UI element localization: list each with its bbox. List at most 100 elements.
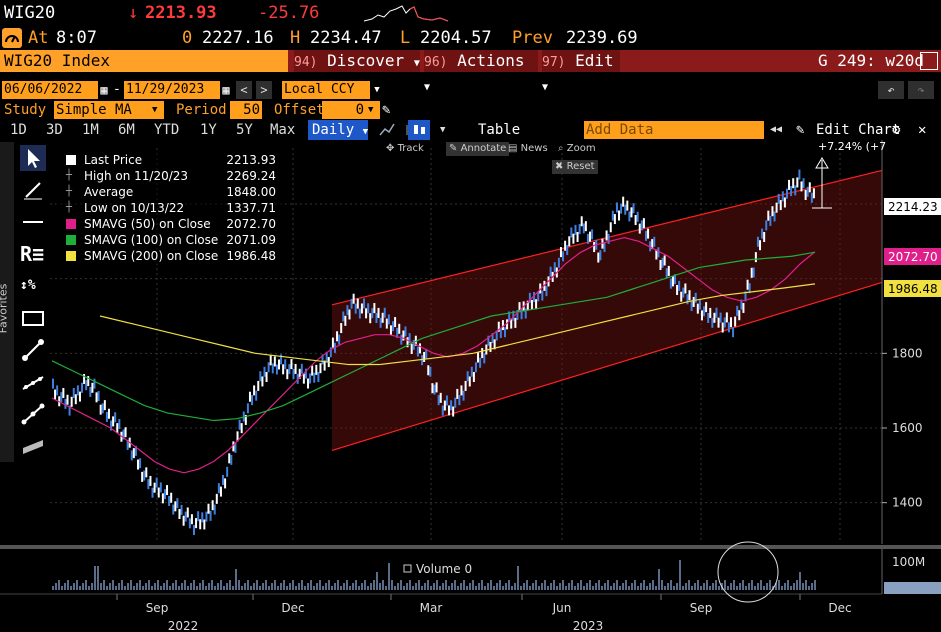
- price-bar: [253, 385, 256, 396]
- periodicity-select[interactable]: Daily ▼: [308, 120, 368, 140]
- calendar-icon[interactable]: ▦: [222, 83, 230, 97]
- price-bar: [342, 311, 345, 322]
- next-period-button[interactable]: >: [256, 81, 272, 99]
- reset-control[interactable]: ✖ Reset: [552, 160, 598, 174]
- prev-period-button[interactable]: <: [236, 81, 252, 99]
- tf-ytd[interactable]: YTD: [154, 122, 180, 138]
- price-bar: [719, 312, 722, 323]
- price-bar: [479, 357, 482, 368]
- price-bar: [468, 376, 471, 387]
- channel-lower-line[interactable]: [331, 281, 883, 451]
- volume-bar: [289, 583, 291, 590]
- candle-chart-icon[interactable]: [408, 120, 430, 140]
- security-field[interactable]: WIG20 Index: [0, 50, 288, 72]
- x-tick-label: Sep: [690, 601, 713, 615]
- tf-1d[interactable]: 1D: [10, 122, 27, 138]
- price-bar: [298, 368, 301, 379]
- pitchfork-icon[interactable]: [20, 401, 46, 427]
- pencil-icon[interactable]: ✎: [382, 102, 391, 118]
- volume-bar: [769, 580, 771, 590]
- price-bar: [808, 182, 811, 193]
- discover-menu[interactable]: 94) Discover ▼: [294, 50, 420, 72]
- volume-bar: [565, 586, 567, 590]
- end-date-field[interactable]: 11/29/2023: [124, 81, 220, 99]
- volume-checkbox[interactable]: [403, 564, 412, 573]
- tf-1m[interactable]: 1M: [82, 122, 99, 138]
- text-tool-icon[interactable]: R≡: [20, 242, 45, 266]
- tf-6m[interactable]: 6M: [118, 122, 135, 138]
- legend-item[interactable]: SMAVG (50) on Close 2072.70: [56, 216, 282, 232]
- redo-icon[interactable]: ↷: [908, 81, 934, 99]
- percent-tool-icon[interactable]: ↕%: [20, 278, 36, 293]
- add-data-input[interactable]: Add Data: [584, 121, 764, 139]
- window-icon[interactable]: [920, 52, 938, 70]
- volume-bar: [775, 583, 777, 590]
- legend-item[interactable]: SMAVG (100) on Close 2071.09: [56, 232, 282, 248]
- volume-bar: [424, 583, 426, 590]
- close-icon[interactable]: ✕: [918, 122, 927, 138]
- tf-1y[interactable]: 1Y: [200, 122, 217, 138]
- legend-item[interactable]: Last Price 2213.93: [56, 152, 282, 168]
- volume-bar: [76, 580, 78, 590]
- period-field[interactable]: 50: [230, 101, 262, 119]
- line-chart-icon[interactable]: [378, 120, 396, 140]
- chevron-down-icon[interactable]: ▼: [440, 125, 446, 135]
- legend-item[interactable]: ┼ Average 1848.00: [56, 184, 282, 200]
- news-label: News: [520, 143, 548, 154]
- volume-bar: [688, 580, 690, 590]
- news-control[interactable]: ▤ News: [508, 142, 548, 156]
- tf-max[interactable]: Max: [270, 122, 296, 138]
- annotate-control[interactable]: ✎ Annotate: [446, 142, 510, 156]
- chevron-down-icon[interactable]: ▼: [150, 101, 164, 119]
- price-bar: [427, 365, 430, 376]
- favorites-rail[interactable]: Favorites: [0, 142, 14, 462]
- undo-icon[interactable]: ↶: [878, 81, 904, 99]
- price-bar: [620, 203, 623, 214]
- volume-bar: [814, 580, 816, 590]
- legend-item[interactable]: ┼ High on 11/20/23 2269.24: [56, 168, 282, 184]
- actions-menu[interactable]: 96) Actions ▼: [424, 50, 538, 93]
- panel-divider[interactable]: [0, 545, 941, 549]
- zoom-control[interactable]: ⌕ Zoom: [558, 142, 596, 156]
- volume-bar: [541, 583, 543, 590]
- trendline-icon[interactable]: [20, 337, 46, 363]
- sma-line[interactable]: [51, 251, 816, 422]
- sma-line[interactable]: [99, 283, 816, 366]
- edit-chart-button[interactable]: Edit Chart: [816, 122, 901, 138]
- gauge-icon[interactable]: [2, 28, 22, 48]
- chevron-down-icon[interactable]: ▼: [374, 85, 380, 95]
- offset-field[interactable]: 0: [322, 101, 366, 119]
- pencil-icon[interactable]: ✎: [796, 122, 805, 138]
- price-bar: [736, 305, 739, 316]
- regression-channel[interactable]: [332, 170, 882, 451]
- table-button[interactable]: Table: [478, 122, 521, 138]
- draw-line-icon[interactable]: [20, 177, 46, 203]
- rectangle-icon[interactable]: [20, 305, 46, 331]
- volume-bar: [154, 583, 156, 590]
- edit-menu[interactable]: 97) Edit ▼: [542, 50, 620, 93]
- volume-bar: [202, 580, 204, 590]
- legend-value: 2269.24: [226, 169, 276, 183]
- currency-field[interactable]: Local CCY: [282, 81, 370, 99]
- study-type-field[interactable]: Simple MA: [54, 101, 150, 119]
- tf-5y[interactable]: 5Y: [236, 122, 253, 138]
- tf-3d[interactable]: 3D: [46, 122, 63, 138]
- chevron-left-icon[interactable]: ◀◀: [770, 124, 783, 135]
- calendar-icon[interactable]: ▦: [100, 83, 108, 97]
- chart-legend: Last Price 2213.93 ┼ High on 11/20/23 2269.2…: [56, 152, 282, 264]
- volume-bar: [706, 580, 708, 590]
- legend-item[interactable]: ┼ Low on 10/13/22 1337.71: [56, 200, 282, 216]
- volume-bar: [358, 586, 360, 590]
- channel-icon[interactable]: [20, 369, 46, 395]
- cursor-icon[interactable]: [20, 145, 46, 171]
- legend-item[interactable]: SMAVG (200) on Close 1986.48: [56, 248, 282, 264]
- percent-annotation[interactable]: +7.24% (+7: [812, 140, 886, 209]
- settings-icon[interactable]: ⚙: [892, 122, 901, 138]
- start-date-field[interactable]: 06/06/2022: [2, 81, 98, 99]
- fibonacci-icon[interactable]: [20, 433, 46, 459]
- chevron-down-icon[interactable]: ▼: [366, 101, 380, 119]
- horizontal-line-icon[interactable]: [20, 209, 46, 235]
- price-bar: [742, 302, 745, 313]
- track-control[interactable]: ✥ Track: [386, 142, 424, 156]
